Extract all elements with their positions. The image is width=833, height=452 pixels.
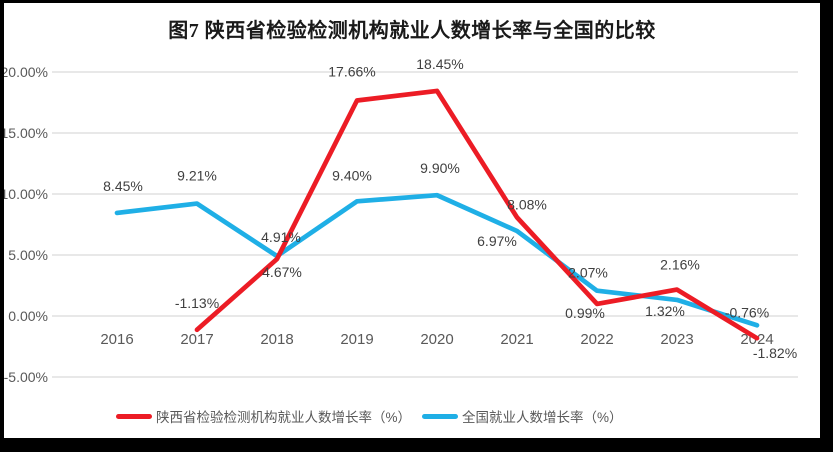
data-label: -0.76% [725,304,769,320]
y-tick-label: 20.00% [4,64,48,80]
legend-label-national: 全国就业人数增长率（%） [462,410,623,425]
chart-title: 图7 陕西省检验检测机构就业人数增长率与全国的比较 [168,20,656,42]
data-label: 9.90% [420,160,460,176]
data-label: 1.32% [645,303,685,319]
series-line-national [114,192,760,328]
data-label: 17.66% [328,64,375,80]
data-label: -1.82% [753,345,797,361]
y-tick-label: 10.00% [4,186,48,202]
data-label: 9.40% [332,167,372,183]
x-tick-label: 2022 [580,331,613,348]
legend-item-shaanxi: 陕西省检验检测机构就业人数增长率（%） [116,406,411,426]
y-tick-label: 0.00% [8,308,48,324]
legend-label-shaanxi: 陕西省检验检测机构就业人数增长率（%） [156,410,412,425]
data-label: 8.45% [103,178,143,194]
plot-svg: 20.00% 15.00% 10.00% 5.00% 0.00% -5.00% 2016 20… [4,56,798,385]
x-tick-label: 2020 [420,331,453,348]
legend: 陕西省检验检测机构就业人数增长率（%） 全国就业人数增长率（%） [116,406,623,426]
x-tick-label: 2017 [180,331,213,348]
x-tick-label: 2018 [260,331,293,348]
x-tick-label: 2019 [340,331,373,348]
data-label: 0.99% [565,305,605,321]
data-label: 4.91% [261,229,301,245]
x-tick-label: 2016 [100,331,133,348]
y-tick-label: 5.00% [8,247,48,263]
data-label: 4.67% [262,264,302,280]
data-label: 6.97% [477,233,517,249]
data-label: -1.13% [175,295,219,311]
y-tick-label: 15.00% [4,125,48,141]
legend-item-national: 全国就业人数增长率（%） [422,406,623,426]
legend-swatch-shaanxi-red-line [116,413,152,419]
data-label: 8.08% [507,196,547,212]
x-tick-label: 2023 [660,331,693,348]
data-label: 2.07% [568,265,608,281]
data-label: 2.16% [660,257,700,273]
x-tick-label: 2021 [500,331,533,348]
data-label: 9.21% [177,168,217,184]
data-label: 18.45% [416,56,463,72]
legend-swatch-national-blue-line [422,413,459,419]
y-tick-label: -5.00% [4,369,48,385]
series-line-shaanxi [194,88,760,341]
